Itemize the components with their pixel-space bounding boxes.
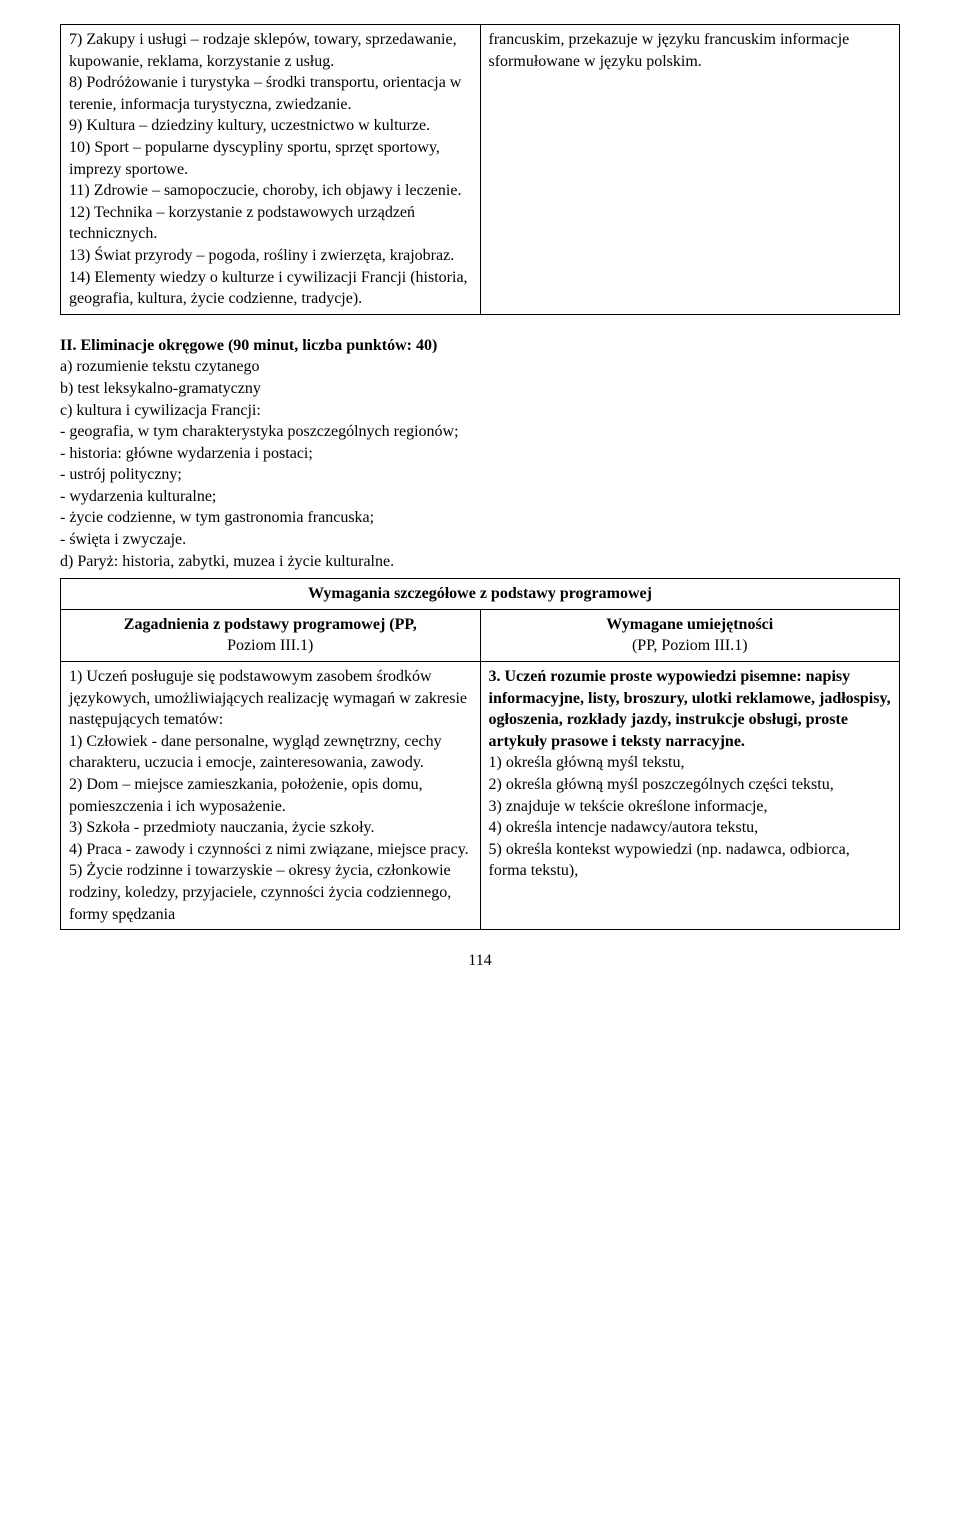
table2-subleft-1: Zagadnienia z podstawy programowej (PP, [124,616,417,633]
section-2-line-b: b) test leksykalno-gramatyczny [60,378,900,400]
table2-subleft-2: Poziom III.1) [227,637,313,654]
section-2-line-a: a) rozumienie tekstu czytanego [60,356,900,378]
table2-subheader-right: Wymagane umiejętności (PP, Poziom III.1) [480,609,900,661]
section-2-line-c: c) kultura i cywilizacja Francji: [60,400,900,422]
page-number: 114 [60,950,900,972]
table2-body-left: 1) Uczeń posługuje się podstawowym zasob… [61,662,481,930]
section-2-line-c1: - geografia, w tym charakterystyka poszc… [60,421,900,443]
section-2-title: II. Eliminacje okręgowe (90 minut, liczb… [60,337,437,354]
table1-right-cell: francuskim, przekazuje w języku francusk… [480,25,900,315]
table1-left-text: 7) Zakupy i usługi – rodzaje sklepów, to… [69,29,472,310]
table2-subright-2: (PP, Poziom III.1) [632,637,748,654]
section-2-line-d: d) Paryż: historia, zabytki, muzea i życ… [60,551,900,573]
section-2-line-c6: - święta i zwyczaje. [60,529,900,551]
table2-right-bold-text: 3. Uczeń rozumie proste wypowiedzi pisem… [489,666,892,752]
section-2-line-c2: - historia: główne wydarzenia i postaci; [60,443,900,465]
table2-subright-1: Wymagane umiejętności [606,616,773,633]
section-2-line-c4: - wydarzenia kulturalne; [60,486,900,508]
table1-right-text: francuskim, przekazuje w języku francusk… [489,29,892,72]
section-2-intro: II. Eliminacje okręgowe (90 minut, liczb… [60,335,900,573]
table2-subheader-left: Zagadnienia z podstawy programowej (PP, … [61,609,481,661]
table-topics-continued: 7) Zakupy i usługi – rodzaje sklepów, to… [60,24,900,315]
table2-body-right: 3. Uczeń rozumie proste wypowiedzi pisem… [480,662,900,930]
table1-left-cell: 7) Zakupy i usługi – rodzaje sklepów, to… [61,25,481,315]
section-2-line-c3: - ustrój polityczny; [60,464,900,486]
table-requirements: Wymagania szczegółowe z podstawy program… [60,578,900,930]
table2-main-header: Wymagania szczegółowe z podstawy program… [61,579,900,610]
table2-left-body-text: 1) Uczeń posługuje się podstawowym zasob… [69,666,472,925]
section-2-line-c5: - życie codzienne, w tym gastronomia fra… [60,507,900,529]
table2-right-plain-text: 1) określa główną myśl tekstu, 2) określ… [489,752,892,882]
